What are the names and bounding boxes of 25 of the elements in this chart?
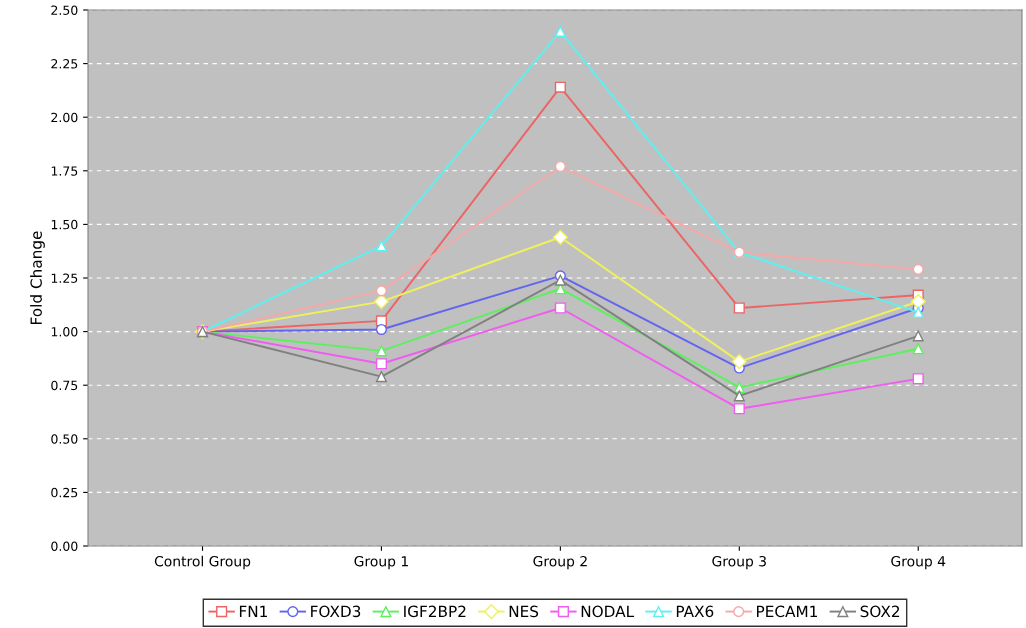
y-tick-label: 0.00 — [51, 541, 78, 551]
y-axis-title: Fold Change — [30, 231, 45, 324]
x-tick-label: Group 1 — [354, 555, 408, 570]
x-tick-label: Group 4 — [891, 555, 946, 570]
legend-label: FN1 — [239, 605, 267, 617]
y-tick-label: 2.25 — [51, 59, 78, 69]
y-tick-label: 1.50 — [51, 219, 78, 230]
y-tick-label: 0.75 — [51, 380, 78, 391]
x-tick-label: Control Group — [154, 555, 251, 570]
y-tick-label: 2.50 — [51, 5, 78, 15]
legend-label: IGF2BP2 — [404, 605, 466, 618]
legend-label: PAX6 — [676, 605, 714, 618]
legend-label: PECAM1 — [757, 605, 817, 618]
legend-label: SOX2 — [860, 605, 900, 618]
y-tick-label: 0.25 — [51, 487, 78, 498]
legend-label: NODAL — [581, 605, 635, 618]
x-tick-label: Group 2 — [533, 555, 587, 570]
x-tick-label: Group 3 — [712, 555, 766, 570]
y-tick-label: 1.00 — [51, 327, 78, 337]
y-tick-label: 0.50 — [51, 434, 78, 444]
legend-label: NES — [509, 605, 539, 618]
y-tick-label: 2.00 — [51, 112, 78, 123]
y-tick-label: 1.75 — [51, 166, 78, 176]
y-tick-label: 1.25 — [51, 273, 78, 283]
legend-label: FOXD3 — [311, 605, 361, 618]
